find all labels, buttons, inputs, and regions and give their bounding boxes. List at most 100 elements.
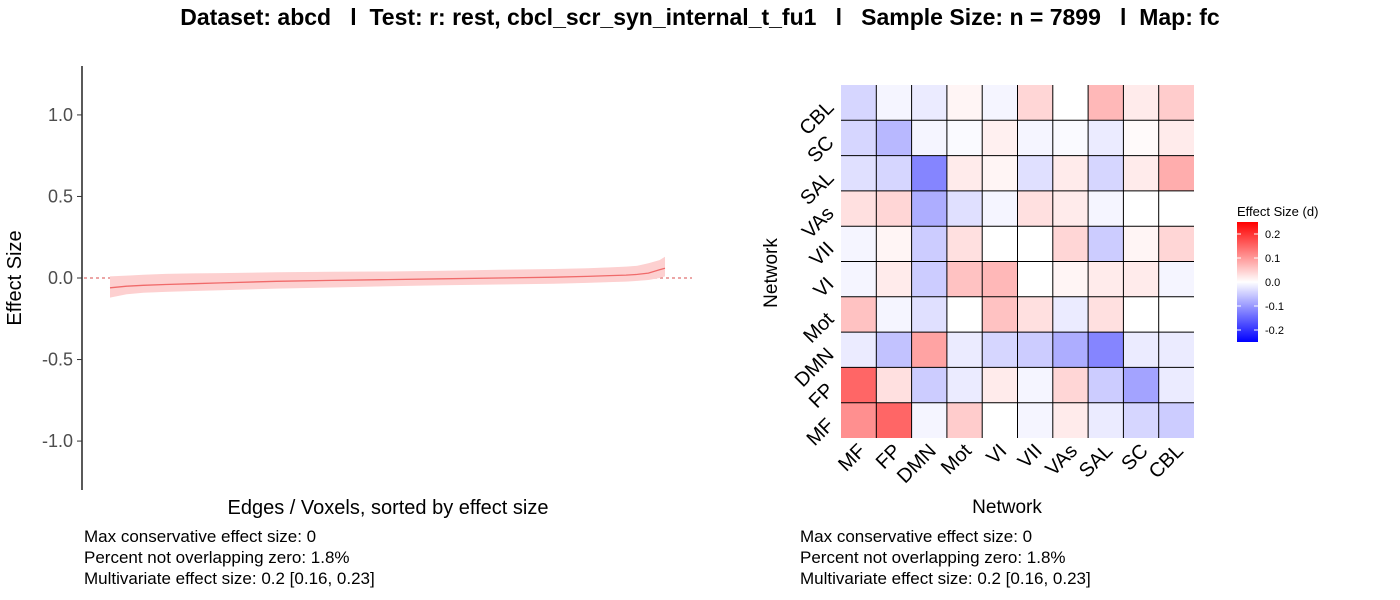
heatmap-cell bbox=[982, 120, 1018, 156]
legend-tick-label: 0.2 bbox=[1265, 229, 1280, 241]
y-axis-title: Network bbox=[761, 238, 782, 308]
heatmap-cell bbox=[982, 226, 1018, 262]
heatmap-cell bbox=[876, 226, 912, 262]
heatmap-cell bbox=[1052, 190, 1089, 227]
heatmap-cell bbox=[841, 85, 877, 121]
heatmap-cell bbox=[982, 296, 1018, 333]
heatmap-cell bbox=[1123, 155, 1159, 191]
heatmap-cell bbox=[1158, 85, 1194, 121]
x-tick-label: MF bbox=[834, 440, 870, 476]
heatmap-cell bbox=[982, 190, 1018, 227]
heatmap-cell bbox=[911, 261, 947, 297]
heatmap-cell bbox=[946, 120, 983, 156]
heatmap-cell bbox=[841, 261, 877, 297]
legend-tick-label: -0.2 bbox=[1265, 325, 1284, 337]
heatmap-cell bbox=[1158, 367, 1194, 403]
y-tick-label: MF bbox=[803, 414, 839, 450]
heatmap-cell bbox=[876, 155, 912, 191]
heatmap-cell bbox=[1158, 402, 1194, 438]
y-tick-label: 0.0 bbox=[48, 268, 73, 288]
page-title: Dataset: abcd l Test: r: rest, cbcl_scr_… bbox=[180, 4, 1220, 30]
line-chart: 1.0 0.5 0.0 -0.5 -1.0 Effect Size Edges / Voxe… bbox=[4, 66, 692, 519]
heatmap-cell bbox=[1017, 367, 1053, 403]
heatmap-cell bbox=[1088, 261, 1124, 297]
stat-multivariate: Multivariate effect size: 0.2 [0.16, 0.2… bbox=[800, 569, 1091, 588]
heatmap-cell bbox=[1017, 261, 1053, 297]
legend-tick-label: -0.1 bbox=[1265, 301, 1284, 313]
x-axis-title: Edges / Voxels, sorted by effect size bbox=[228, 497, 549, 519]
x-tick-label: VAs bbox=[1042, 440, 1082, 480]
heatmap-cell bbox=[982, 402, 1018, 438]
stat-max-conservative: Max conservative effect size: 0 bbox=[800, 527, 1033, 546]
y-tick-label: 0.5 bbox=[48, 186, 73, 206]
heatmap-cell bbox=[1017, 332, 1053, 368]
heatmap-cell bbox=[1123, 120, 1159, 156]
heatmap-cell bbox=[946, 85, 983, 121]
heatmap-cell bbox=[876, 296, 912, 333]
x-tick-label: SAL bbox=[1075, 440, 1117, 482]
heatmap-cell bbox=[1123, 332, 1159, 368]
heatmap-cell bbox=[841, 367, 877, 403]
heatmap-cell bbox=[1017, 85, 1053, 121]
y-tick-label: SAL bbox=[796, 167, 838, 209]
legend-title: Effect Size (d) bbox=[1237, 204, 1318, 219]
heatmap-cell bbox=[982, 332, 1018, 368]
heatmap-cell bbox=[876, 85, 912, 121]
y-tick-label: 1.0 bbox=[48, 105, 73, 125]
heatmap-cell bbox=[1158, 226, 1194, 262]
heatmap-cell bbox=[1017, 296, 1053, 333]
heatmap-cell bbox=[911, 332, 947, 368]
heatmap-cell bbox=[1052, 85, 1089, 121]
x-tick-label: DMN bbox=[893, 440, 941, 488]
heatmap-cell bbox=[946, 190, 983, 227]
heatmap-cell bbox=[1052, 226, 1089, 262]
heatmap-cell bbox=[1123, 296, 1159, 333]
heatmap-cell bbox=[876, 261, 912, 297]
x-tick-label: Mot bbox=[937, 440, 976, 479]
heatmap-cell bbox=[1158, 332, 1194, 368]
heatmap-cell bbox=[1088, 402, 1124, 438]
heatmap-cell bbox=[911, 155, 947, 191]
heatmap-cell bbox=[1017, 120, 1053, 156]
y-tick-label: DMN bbox=[791, 344, 839, 392]
heatmap-cell bbox=[911, 190, 947, 227]
stat-percent-not-overlapping: Percent not overlapping zero: 1.8% bbox=[800, 548, 1066, 567]
heatmap-cell bbox=[1158, 120, 1194, 156]
heatmap-cell bbox=[841, 190, 877, 227]
heatmap-cell bbox=[982, 261, 1018, 297]
legend-tick-label: 0.1 bbox=[1265, 253, 1280, 265]
y-tick-label: VI bbox=[810, 273, 839, 302]
heatmap-cell bbox=[1052, 367, 1089, 403]
heatmap-cell bbox=[1088, 120, 1124, 156]
heatmap-cell bbox=[1017, 190, 1053, 227]
heatmap-cell bbox=[982, 85, 1018, 121]
heatmap-cell bbox=[1088, 85, 1124, 121]
heatmap-cell bbox=[946, 367, 983, 403]
y-tick-label: CBL bbox=[795, 97, 838, 140]
heatmap-cell bbox=[876, 402, 912, 438]
heatmap-cell bbox=[1088, 296, 1124, 333]
heatmap-cell bbox=[946, 155, 983, 191]
heatmap-cell bbox=[1123, 261, 1159, 297]
heatmap-cell bbox=[841, 332, 877, 368]
heatmap-cell bbox=[841, 402, 877, 438]
heatmap-cell bbox=[1052, 296, 1089, 333]
heatmap-cell bbox=[1088, 190, 1124, 227]
heatmap-cell bbox=[911, 402, 947, 438]
confidence-ribbon bbox=[110, 256, 665, 298]
heatmap-cell bbox=[1052, 261, 1089, 297]
stat-multivariate: Multivariate effect size: 0.2 [0.16, 0.2… bbox=[84, 569, 375, 588]
x-tick-label: VII bbox=[1014, 440, 1047, 473]
heatmap-cell bbox=[946, 296, 983, 333]
heatmap-cell bbox=[876, 332, 912, 368]
y-tick-label: VII bbox=[806, 238, 839, 271]
heatmap-cell bbox=[1017, 155, 1053, 191]
heatmap-cell bbox=[1052, 402, 1089, 438]
heatmap-cell bbox=[1158, 155, 1194, 191]
heatmap-cell bbox=[946, 332, 983, 368]
heatmap-cell bbox=[982, 367, 1018, 403]
y-tick-label: VAs bbox=[798, 203, 838, 243]
heatmap-cell bbox=[841, 296, 877, 333]
